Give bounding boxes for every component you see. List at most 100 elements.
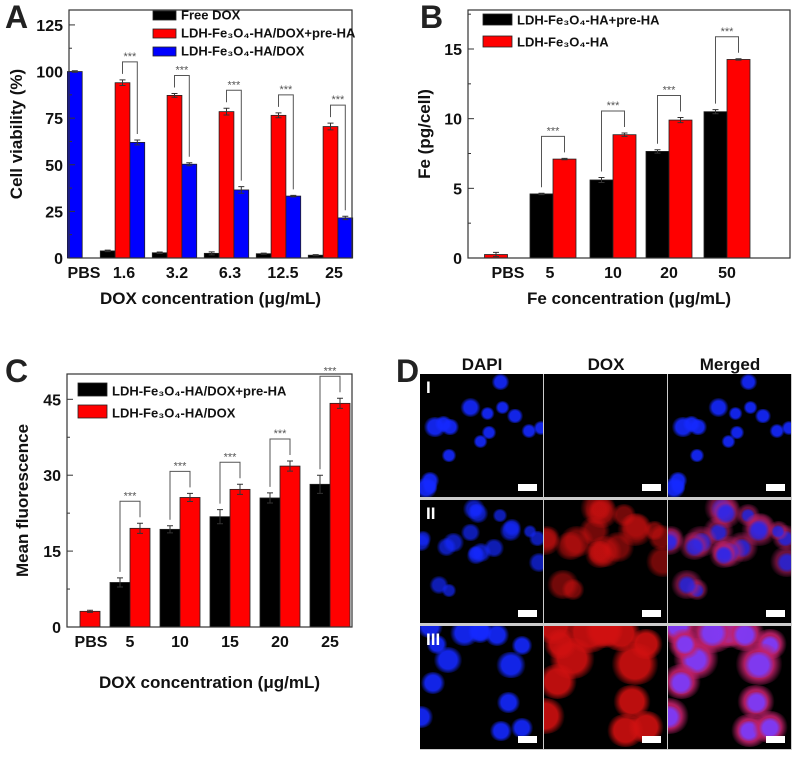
legend-label: LDH-Fe₃O₄-HA/DOX <box>112 406 236 421</box>
micrograph-dapi-row-1: I <box>420 374 543 497</box>
y-tick-label: 100 <box>36 65 63 82</box>
bar-c <box>329 402 351 628</box>
cell-blob <box>668 705 683 729</box>
y-axis-label: Fe (pg/cell) <box>415 89 434 179</box>
significance-label: *** <box>124 490 138 502</box>
cell-blob <box>669 479 686 494</box>
micrograph-dox-row-3 <box>544 626 667 749</box>
error-bar <box>598 176 605 183</box>
y-tick-label: 15 <box>444 42 462 59</box>
bar-a <box>181 163 198 259</box>
cell-blob <box>520 423 537 438</box>
error-bar <box>119 79 126 87</box>
cell-blob <box>584 541 617 569</box>
bar-b <box>589 179 614 259</box>
cell-blob <box>681 415 701 433</box>
error-bar <box>538 192 545 196</box>
plot-frame <box>467 9 791 259</box>
legend-label: LDH-Fe₃O₄-HA <box>517 35 609 50</box>
cell-blob <box>425 635 448 654</box>
chart-b: *** *** *** *** 0 5 10 15 PBS 5 10 20 50 Fe concentra… <box>415 9 791 308</box>
x-tick-label: PBS <box>68 265 101 282</box>
legend-swatch <box>77 404 108 419</box>
cell-blob <box>466 547 487 565</box>
scale-bar <box>518 610 537 617</box>
bar-a <box>270 114 287 259</box>
cell-blob <box>720 435 736 449</box>
bar-b <box>529 193 554 259</box>
cell-blob <box>743 692 769 714</box>
significance-bracket <box>601 110 625 172</box>
chart-a: *** *** *** *** *** 0 25 50 75 100 125 PBS 1.6 3.2 6.3… <box>7 8 356 309</box>
y-axis-label: Cell viability (%) <box>7 69 26 199</box>
x-tick-label: 5 <box>546 265 555 282</box>
error-bar <box>337 397 343 409</box>
legend-label: Free DOX <box>181 8 241 23</box>
error-bar <box>654 149 661 154</box>
legend-swatch <box>152 28 177 39</box>
significance-label: *** <box>227 79 241 91</box>
panel-label-d: D <box>396 353 420 389</box>
cell-blob <box>729 426 745 440</box>
bar-c <box>229 488 251 628</box>
scale-bar <box>766 610 785 617</box>
y-tick-label: 30 <box>43 468 61 485</box>
cell-blob <box>506 408 524 424</box>
column-header-dox: DOX <box>587 355 625 374</box>
significance-bracket <box>122 61 138 134</box>
x-tick-label: 10 <box>171 634 189 651</box>
error-bar <box>137 522 143 534</box>
cell-blob <box>428 576 450 595</box>
y-tick-label: 5 <box>453 181 462 198</box>
bar-b <box>552 158 577 259</box>
cell-blob <box>472 435 488 449</box>
x-tick-label: 20 <box>660 265 678 282</box>
cell-blob <box>544 697 567 734</box>
error-bar <box>156 251 163 255</box>
cell-blob <box>460 523 481 541</box>
significance-label: *** <box>123 51 137 63</box>
x-tick-label: 10 <box>604 265 622 282</box>
cell-blob <box>612 684 652 719</box>
bar-c <box>179 497 201 628</box>
error-bar <box>493 251 499 258</box>
scale-bar <box>766 736 785 743</box>
significance-label: *** <box>274 428 288 440</box>
significance-bracket <box>319 375 341 470</box>
cell-blob <box>420 671 447 694</box>
cell-blob <box>494 400 511 415</box>
cell-blob <box>645 545 667 577</box>
significance-label: *** <box>331 94 345 106</box>
significance-label: *** <box>224 451 238 463</box>
y-tick-label: 75 <box>45 111 63 128</box>
panel-label-a: A <box>5 0 29 35</box>
scale-bar <box>642 610 661 617</box>
significance-label: *** <box>607 100 621 112</box>
bar-a <box>285 195 302 259</box>
bar-c <box>279 465 301 628</box>
cell-blob <box>448 626 480 647</box>
micrograph-dox-row-1 <box>544 374 667 497</box>
row-label: II <box>426 504 436 523</box>
bar-a <box>337 217 354 259</box>
bar-a <box>129 141 146 259</box>
significance-bracket <box>330 104 346 211</box>
error-bar <box>677 117 684 124</box>
significance-bracket <box>657 95 681 144</box>
cell-blob <box>491 374 511 391</box>
error-bar <box>134 139 141 146</box>
cell-blob <box>481 426 497 440</box>
error-bar <box>327 122 334 131</box>
significance-label: *** <box>175 65 189 77</box>
y-tick-label: 25 <box>45 204 63 221</box>
error-bar <box>735 58 742 61</box>
x-axis-label: DOX concentration (μg/mL) <box>100 289 321 308</box>
cell-blob <box>696 626 728 647</box>
cell-blob <box>771 525 786 538</box>
cell-blob <box>609 642 660 686</box>
significance-bracket <box>169 470 191 520</box>
panel-label-b: B <box>420 0 444 35</box>
error-bar <box>267 492 273 504</box>
error-bar <box>171 93 178 98</box>
micrograph-dox-row-2 <box>544 500 667 623</box>
